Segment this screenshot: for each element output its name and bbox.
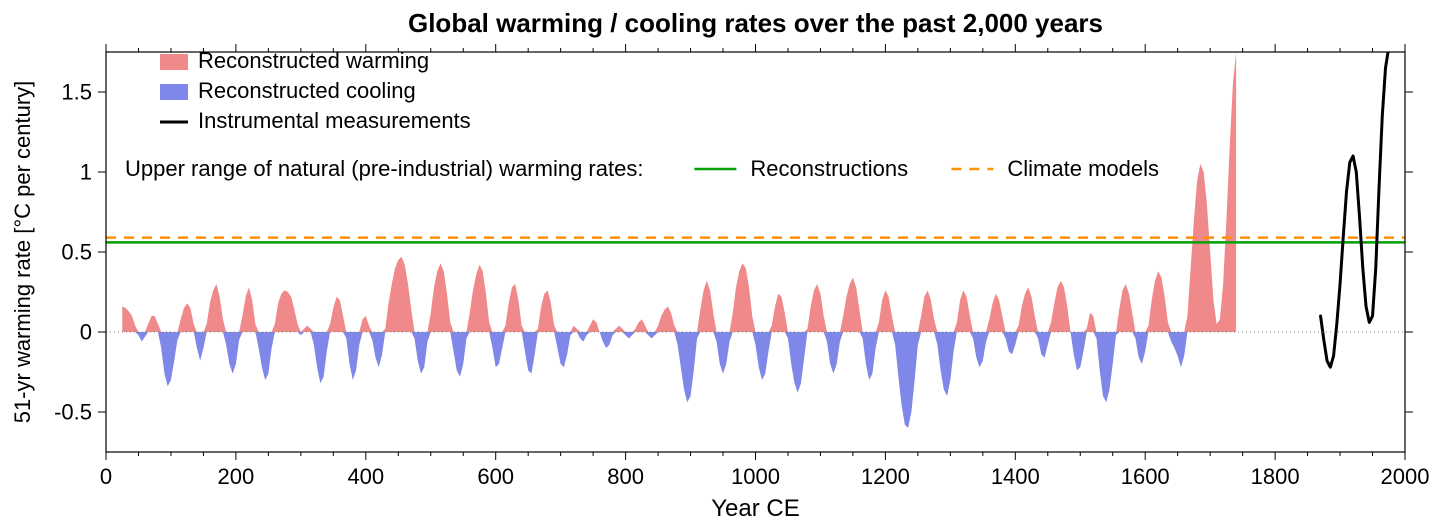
x-tick-label: 1800 [1251, 464, 1300, 489]
x-tick-label: 1600 [1121, 464, 1170, 489]
x-tick-label: 2000 [1381, 464, 1430, 489]
legend-swatch [160, 84, 188, 100]
y-tick-label: 0.5 [61, 240, 92, 265]
x-tick-label: 600 [477, 464, 514, 489]
legend-ref-label: Climate models [1007, 156, 1159, 181]
x-tick-label: 400 [347, 464, 384, 489]
x-tick-label: 0 [100, 464, 112, 489]
legend-label: Instrumental measurements [198, 108, 471, 133]
legend-swatch [160, 54, 188, 70]
y-tick-label: 1.5 [61, 80, 92, 105]
chart-svg: 0 200 400 600 800 1000 1200 1400 1600 1800 2000 -0.… [0, 0, 1440, 526]
y-axis-label: 51-yr warming rate [°C per century] [10, 81, 35, 424]
y-tick-label: 1 [80, 160, 92, 185]
legend-ref-prefix: Upper range of natural (pre-industrial) … [125, 156, 643, 181]
x-tick-label: 1400 [991, 464, 1040, 489]
chart-root: 0 200 400 600 800 1000 1200 1400 1600 1800 2000 -0.… [0, 0, 1440, 526]
x-tick-label: 1000 [731, 464, 780, 489]
y-tick-label: -0.5 [54, 400, 92, 425]
chart-title: Global warming / cooling rates over the … [408, 8, 1103, 38]
legend-label: Reconstructed warming [198, 48, 429, 73]
x-tick-label: 1200 [861, 464, 910, 489]
x-axis-label: Year CE [711, 495, 800, 522]
y-tick-label: 0 [80, 320, 92, 345]
x-tick-label: 200 [218, 464, 255, 489]
legend-label: Reconstructed cooling [198, 78, 416, 103]
legend-ref-label: Reconstructions [750, 156, 908, 181]
x-tick-label: 800 [607, 464, 644, 489]
